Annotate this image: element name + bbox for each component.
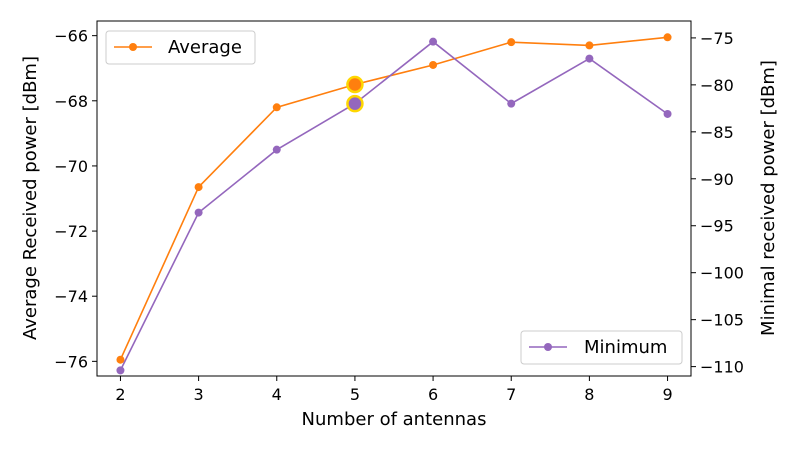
x-tick-label: 3 bbox=[194, 385, 204, 404]
legend-average-marker bbox=[129, 43, 137, 51]
x-tick-label: 7 bbox=[506, 385, 516, 404]
left-y-axis-ticks: −76 −74 −72 −70 −68 −66 bbox=[54, 27, 97, 371]
minimum-point bbox=[116, 366, 125, 375]
minimum-point bbox=[585, 54, 594, 63]
left-y-tick-label: −76 bbox=[54, 352, 88, 371]
average-point bbox=[194, 183, 203, 192]
minimum-point bbox=[429, 37, 438, 46]
left-y-tick-label: −70 bbox=[54, 157, 88, 176]
right-y-axis-label: Minimal received power [dBm] bbox=[758, 60, 779, 336]
legend-minimum-box bbox=[520, 330, 683, 365]
left-y-tick-label: −66 bbox=[54, 27, 88, 46]
right-y-axis-ticks: −110 −105 −100 −95 −90 −85 −80 −75 bbox=[691, 29, 744, 377]
x-tick-label: 2 bbox=[115, 385, 125, 404]
average-highlight-point bbox=[346, 75, 364, 94]
average-point bbox=[429, 60, 438, 69]
highlight-layer bbox=[346, 75, 364, 113]
legend-minimum-marker bbox=[544, 343, 552, 351]
minimum-point bbox=[507, 99, 516, 108]
legend-average-label: Average bbox=[168, 37, 242, 58]
right-y-tick-label: −105 bbox=[700, 311, 744, 330]
x-axis-ticks: 2 3 4 5 6 7 8 9 bbox=[115, 376, 673, 404]
x-tick-label: 4 bbox=[272, 385, 282, 404]
legend-average-box bbox=[105, 30, 256, 65]
x-tick-label: 8 bbox=[584, 385, 594, 404]
average-point bbox=[585, 41, 594, 50]
average-series-line bbox=[119, 36, 668, 361]
average-point bbox=[507, 38, 516, 47]
right-y-tick-label: −100 bbox=[700, 264, 744, 283]
right-y-tick-label: −110 bbox=[700, 358, 744, 377]
x-tick-label: 5 bbox=[350, 385, 360, 404]
plot-area bbox=[96, 20, 692, 377]
x-axis-label: Number of antennas bbox=[302, 409, 487, 430]
left-y-tick-label: −72 bbox=[54, 222, 88, 241]
right-y-tick-label: −75 bbox=[700, 29, 734, 48]
x-tick-label: 9 bbox=[662, 385, 672, 404]
x-tick-label: 6 bbox=[428, 385, 438, 404]
average-point bbox=[663, 33, 672, 42]
minimum-point bbox=[272, 145, 281, 154]
minimum-point bbox=[663, 109, 672, 118]
minimum-point bbox=[194, 208, 203, 217]
right-y-tick-label: −95 bbox=[700, 217, 734, 236]
average-point bbox=[272, 103, 281, 112]
minimum-series-line bbox=[119, 40, 669, 371]
legend-minimum: Minimum bbox=[520, 330, 683, 365]
left-y-tick-label: −68 bbox=[54, 92, 88, 111]
left-y-axis-label: Average Received power [dBm] bbox=[20, 56, 41, 340]
left-y-tick-label: −74 bbox=[54, 287, 88, 306]
legend-minimum-label: Minimum bbox=[584, 337, 667, 358]
average-point bbox=[116, 355, 125, 364]
legend-average: Average bbox=[105, 30, 256, 65]
right-y-tick-label: −80 bbox=[700, 76, 734, 95]
minimum-highlight-point bbox=[346, 94, 364, 113]
right-y-tick-label: −85 bbox=[700, 123, 734, 142]
right-y-tick-label: −90 bbox=[700, 170, 734, 189]
